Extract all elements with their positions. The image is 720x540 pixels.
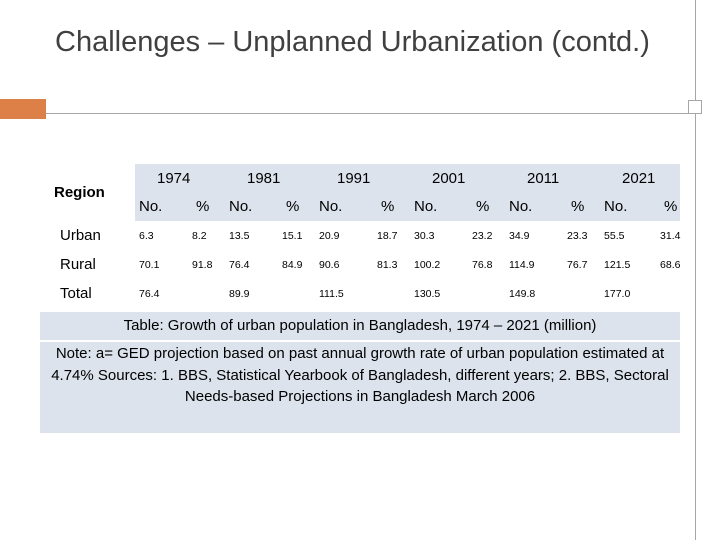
slide-title: Challenges – Unplanned Urbanization (con… xyxy=(55,26,650,58)
table-cell: 121.5 xyxy=(600,250,649,279)
table-cell: 81.3 xyxy=(365,250,410,279)
table-cell: 149.8 xyxy=(505,279,555,308)
no-header: No. xyxy=(135,192,180,221)
table-cell: 76.7 xyxy=(555,250,601,279)
region-header: Region xyxy=(40,164,135,221)
table-cell: 76.4 xyxy=(225,250,270,279)
pct-header: % xyxy=(270,192,315,221)
table-cell: 111.5 xyxy=(315,279,365,308)
year-header: 2001 xyxy=(410,164,505,192)
row-label: Total xyxy=(40,279,135,308)
no-header: No. xyxy=(410,192,460,221)
table-cell: 23.2 xyxy=(460,221,505,250)
table-cell: 100.2 xyxy=(410,250,460,279)
table-cell: 13.5 xyxy=(225,221,270,250)
table-cell: 30.3 xyxy=(410,221,460,250)
table-note: Note: a= GED projection based on past an… xyxy=(40,342,680,433)
subheader-row: No. % No. % No. % No. % No. % No. % xyxy=(40,192,681,221)
table-cell: 84.9 xyxy=(270,250,315,279)
urbanization-table: Region 1974 1981 1991 2001 2011 2021 No.… xyxy=(40,164,680,308)
table-cell: 68.6 xyxy=(648,250,680,279)
table-cell: 76.8 xyxy=(460,250,505,279)
table-cell: 55.5 xyxy=(600,221,649,250)
table-cell: 177.0 xyxy=(600,279,649,308)
pct-header: % xyxy=(648,192,681,221)
pct-header: % xyxy=(555,192,601,221)
table-cell xyxy=(648,279,681,308)
title-divider xyxy=(46,113,695,114)
table-cell xyxy=(270,279,315,308)
year-header: 1991 xyxy=(315,164,410,192)
year-header-row: Region 1974 1981 1991 2001 2011 2021 xyxy=(40,164,681,221)
no-header: No. xyxy=(600,192,649,221)
year-header: 2021 xyxy=(600,164,681,192)
table-cell: 130.5 xyxy=(410,279,460,308)
table-row: Total 76.4 89.9 111.5 130.5 149.8 177.0 xyxy=(40,279,681,308)
table-cell xyxy=(180,279,225,308)
row-label: Rural xyxy=(40,250,135,279)
table-cell: 20.9 xyxy=(315,221,365,250)
no-header: No. xyxy=(225,192,270,221)
table-cell: 15.1 xyxy=(270,221,315,250)
right-border-line xyxy=(695,0,696,540)
accent-bar xyxy=(0,99,46,119)
table-row: Rural 70.1 91.8 76.4 84.9 90.6 81.3 100.… xyxy=(40,250,680,279)
table-cell xyxy=(365,279,410,308)
table-cell: 34.9 xyxy=(505,221,555,250)
table-cell: 6.3 xyxy=(135,221,180,250)
table-cell: 91.8 xyxy=(180,250,225,279)
row-label: Urban xyxy=(40,221,135,250)
year-header: 2011 xyxy=(505,164,601,192)
table-cell xyxy=(460,279,505,308)
table-cell: 114.9 xyxy=(505,250,555,279)
table-cell: 31.4 xyxy=(648,221,680,250)
table-cell: 70.1 xyxy=(135,250,180,279)
pct-header: % xyxy=(180,192,225,221)
pct-header: % xyxy=(365,192,410,221)
no-header: No. xyxy=(315,192,365,221)
pct-header: % xyxy=(460,192,505,221)
year-header: 1981 xyxy=(225,164,315,192)
table-cell: 18.7 xyxy=(365,221,410,250)
table-row: Urban 6.3 8.2 13.5 15.1 20.9 18.7 30.3 2… xyxy=(40,221,680,250)
year-header: 1974 xyxy=(135,164,225,192)
table-cell: 8.2 xyxy=(180,221,225,250)
table-cell xyxy=(555,279,601,308)
table-caption: Table: Growth of urban population in Ban… xyxy=(40,312,680,340)
table-cell: 23.3 xyxy=(555,221,601,250)
table-cell: 76.4 xyxy=(135,279,180,308)
table-cell: 90.6 xyxy=(315,250,365,279)
no-header: No. xyxy=(505,192,555,221)
table-cell: 89.9 xyxy=(225,279,270,308)
divider-marker xyxy=(688,100,702,114)
